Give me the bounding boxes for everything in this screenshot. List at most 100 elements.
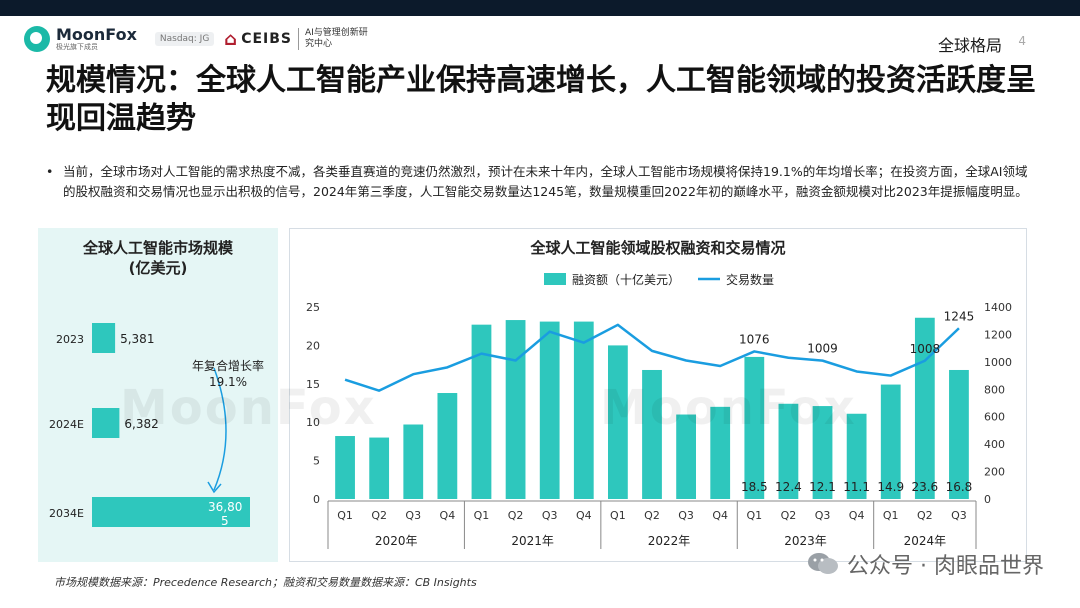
market-value-line: 36,80 bbox=[208, 500, 242, 514]
y-left-tick: 5 bbox=[313, 455, 320, 468]
funding-bar bbox=[949, 369, 969, 499]
y-left-tick: 25 bbox=[306, 301, 320, 314]
funding-bar bbox=[335, 436, 355, 499]
year-label: 2024年 bbox=[904, 534, 947, 548]
logo-row: MoonFox 极光旗下成员 Nasdaq: JG ⌂ CEIBS AI与管理创… bbox=[24, 24, 375, 54]
section-label: 全球格局 bbox=[937, 36, 1002, 55]
market-bar bbox=[92, 408, 120, 438]
brand-sub: 极光旗下成员 bbox=[56, 42, 98, 51]
quarter-label: Q2 bbox=[371, 509, 387, 522]
y-right-tick: 600 bbox=[984, 411, 1005, 424]
funding-bar bbox=[710, 406, 731, 499]
funding-bar bbox=[573, 321, 594, 499]
quarter-label: Q2 bbox=[644, 509, 660, 522]
quarter-label: Q4 bbox=[849, 509, 865, 522]
wechat-icon bbox=[808, 553, 839, 574]
y-right-tick: 1400 bbox=[984, 301, 1012, 314]
market-size-title: 全球人工智能市场规模 (亿美元) bbox=[38, 238, 278, 278]
funding-bar-label: 16.8 bbox=[946, 480, 973, 494]
summary-bullet: 当前，全球市场对人工智能的需求热度不减，各类垂直赛道的竞速仍然激烈，预计在未来十… bbox=[46, 162, 1036, 202]
source-footer: 市场规模数据来源：Precedence Research；融资和交易数量数据来源… bbox=[54, 576, 477, 589]
funding-bar bbox=[880, 384, 901, 499]
partner-name: CEIBS bbox=[241, 31, 292, 47]
deal-count-label: 1009 bbox=[807, 342, 838, 356]
market-size-panel: 全球人工智能市场规模 (亿美元) 2023 5,381 2024E 6,382 2034… bbox=[38, 228, 278, 562]
year-label: 2021年 bbox=[511, 534, 554, 548]
quarter-label: Q1 bbox=[746, 509, 762, 522]
y-left-tick: 20 bbox=[306, 339, 320, 352]
market-size-title-unit: (亿美元) bbox=[128, 259, 188, 277]
quarter-label: Q3 bbox=[951, 509, 967, 522]
funding-bar bbox=[505, 320, 526, 499]
y-right-tick: 400 bbox=[984, 438, 1005, 451]
quarter-label: Q1 bbox=[610, 509, 626, 522]
deal-count-line bbox=[344, 323, 960, 392]
market-value-label: 36,80 5 bbox=[208, 500, 242, 528]
y-right-tick: 200 bbox=[984, 466, 1005, 479]
quarter-label: Q2 bbox=[781, 509, 797, 522]
wechat-label: 公众号 · 肉眼品世界 bbox=[847, 554, 1044, 579]
funding-bar-label: 23.6 bbox=[911, 480, 938, 494]
funding-bar-label: 11.1 bbox=[843, 480, 870, 494]
funding-bar bbox=[403, 424, 424, 499]
market-bar bbox=[92, 323, 116, 353]
deal-count-label: 1008 bbox=[910, 342, 941, 356]
y-right-tick: 800 bbox=[984, 383, 1005, 396]
cagr-label: 年复合增长率 bbox=[192, 358, 264, 373]
quarter-label: Q3 bbox=[678, 509, 694, 522]
legend-bar-label: 融资额（十亿美元） bbox=[572, 272, 680, 287]
funding-bar-label: 14.9 bbox=[877, 480, 904, 494]
quarter-label: Q1 bbox=[474, 509, 490, 522]
quarter-label: Q3 bbox=[542, 509, 558, 522]
funding-bar bbox=[846, 413, 867, 499]
funding-bar-label: 12.4 bbox=[775, 480, 802, 494]
y-right-tick: 1200 bbox=[984, 328, 1012, 341]
year-label: 2020年 bbox=[375, 534, 418, 548]
market-size-chart: 2023 5,381 2024E 6,382 2034E 36,80 5 年复合增长率 19.1… bbox=[49, 323, 264, 528]
funding-bar bbox=[642, 369, 662, 499]
funding-bar bbox=[608, 345, 628, 499]
year-label: 2022年 bbox=[648, 534, 691, 548]
market-value-label: 5,381 bbox=[120, 332, 154, 346]
quarter-label: Q4 bbox=[576, 509, 592, 522]
quarter-label: Q2 bbox=[508, 509, 524, 522]
top-bar bbox=[0, 0, 1080, 16]
quarter-label: Q1 bbox=[337, 509, 353, 522]
wechat-tag: 公众号 · 肉眼品世界 bbox=[807, 548, 1044, 580]
funding-bar-label: 12.1 bbox=[809, 480, 836, 494]
market-bar bbox=[92, 497, 250, 527]
quarter-label: Q3 bbox=[405, 509, 421, 522]
y-right-tick: 0 bbox=[984, 493, 991, 506]
quarter-label: Q2 bbox=[917, 509, 933, 522]
legend-bar-swatch bbox=[544, 273, 566, 285]
quarter-label: Q1 bbox=[883, 509, 899, 522]
moonfox-brand: MoonFox 极光旗下成员 bbox=[56, 24, 137, 52]
partner-sub: AI与管理创新研究中心 bbox=[305, 28, 368, 49]
funding-bar bbox=[471, 324, 492, 499]
page-number: 4 bbox=[1018, 34, 1026, 48]
partner-divider bbox=[298, 28, 299, 50]
quarter-label: Q4 bbox=[440, 509, 456, 522]
y-right-tick: 1000 bbox=[984, 356, 1012, 369]
funding-bar bbox=[744, 356, 765, 499]
market-category-label: 2023 bbox=[56, 333, 84, 346]
funding-bar bbox=[369, 437, 390, 499]
cagr-value: 19.1% bbox=[209, 375, 247, 389]
page-title: 规模情况：全球人工智能产业保持高速增长，人工智能领域的投资活跃度呈现回温趋势 bbox=[46, 63, 1036, 136]
funding-bar bbox=[437, 393, 458, 499]
market-value-label: 6,382 bbox=[124, 417, 158, 431]
cagr-arrow-head bbox=[207, 481, 222, 494]
brand-name: MoonFox bbox=[56, 24, 137, 44]
deal-count-label: 1076 bbox=[739, 332, 770, 346]
year-label: 2023年 bbox=[784, 534, 827, 548]
funding-bar bbox=[778, 403, 799, 499]
market-value-line: 5 bbox=[221, 514, 229, 528]
deal-count-label: 1245 bbox=[944, 309, 975, 323]
market-size-title-main: 全球人工智能市场规模 bbox=[82, 239, 233, 257]
nasdaq-badge: Nasdaq: JG bbox=[154, 32, 215, 46]
funding-bar bbox=[676, 414, 696, 499]
funding-bar bbox=[539, 321, 560, 499]
investment-chart-title: 全球人工智能领域股权融资和交易情况 bbox=[529, 239, 785, 257]
market-category-label: 2034E bbox=[49, 507, 84, 520]
